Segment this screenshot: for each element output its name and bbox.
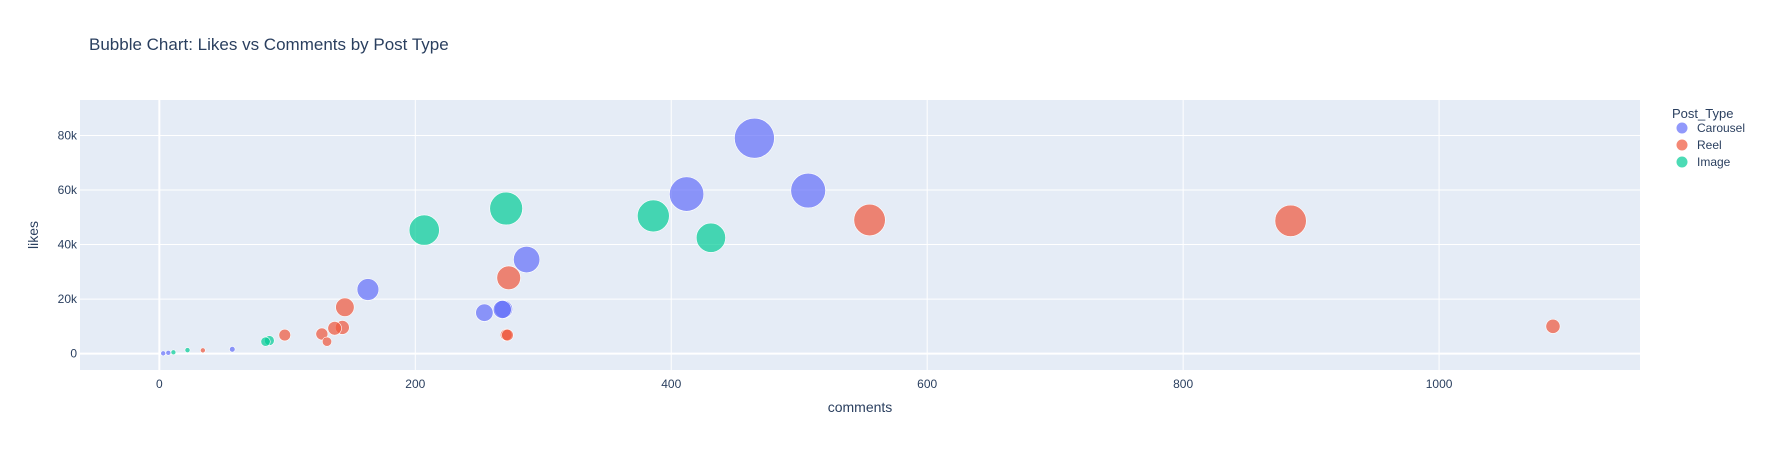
x-axis-title: comments (828, 399, 893, 415)
legend-marker-carousel[interactable] (1676, 122, 1688, 134)
bubble-image[interactable] (637, 199, 670, 233)
legend-label-image[interactable]: Image (1697, 155, 1731, 169)
y-tick-label: 0 (70, 347, 77, 361)
bubble-image[interactable] (408, 214, 440, 246)
bubble-carousel[interactable] (790, 172, 826, 209)
bubble-carousel[interactable] (734, 117, 775, 159)
bubble-image[interactable] (489, 191, 523, 226)
bubble-reel[interactable] (496, 265, 521, 290)
x-tick-label: 800 (1173, 377, 1193, 391)
bubble-reel[interactable] (1274, 204, 1307, 237)
bubble-image[interactable] (260, 336, 271, 347)
legend-marker-reel[interactable] (1676, 139, 1688, 151)
bubble-reel[interactable] (501, 328, 514, 342)
y-tick-label: 60k (58, 183, 78, 197)
x-tick-label: 600 (917, 377, 937, 391)
bubble-reel[interactable] (1545, 318, 1561, 334)
bubble-reel[interactable] (321, 336, 333, 347)
legend-label-carousel[interactable]: Carousel (1697, 121, 1745, 135)
data-points (160, 117, 1561, 357)
bubble-carousel[interactable] (669, 176, 705, 212)
legend-title: Post_Type (1672, 106, 1733, 121)
bubble-carousel[interactable] (160, 350, 166, 357)
axis-ticks: 0 200 400 600 800 1000 0 20k 40k 60k 80k (58, 128, 1453, 391)
bubble-image[interactable] (184, 347, 191, 353)
y-tick-label: 20k (58, 292, 78, 306)
bubble-reel[interactable] (200, 347, 206, 354)
plot-background (80, 100, 1640, 370)
bubble-carousel[interactable] (229, 346, 236, 353)
bubble-carousel[interactable] (492, 300, 512, 319)
grid-lines (80, 100, 1640, 370)
legend-marker-image[interactable] (1676, 156, 1688, 168)
x-tick-label: 400 (661, 377, 681, 391)
bubble-reel[interactable] (853, 203, 886, 237)
chart-title: Bubble Chart: Likes vs Comments by Post … (89, 35, 449, 54)
x-tick-label: 0 (156, 377, 163, 391)
legend-label-reel[interactable]: Reel (1697, 138, 1722, 152)
bubble-reel[interactable] (327, 321, 342, 336)
y-tick-label: 80k (58, 128, 78, 142)
x-tick-label: 1000 (1426, 377, 1453, 391)
bubble-reel[interactable] (315, 327, 329, 341)
bubble-image[interactable] (170, 349, 177, 356)
bubble-carousel[interactable] (475, 303, 494, 322)
bubble-carousel[interactable] (513, 246, 541, 274)
bubble-reel[interactable] (278, 328, 291, 342)
bubble-reel[interactable] (335, 297, 355, 317)
x-tick-label: 200 (405, 377, 425, 391)
y-tick-label: 40k (58, 238, 78, 252)
bubble-carousel[interactable] (356, 278, 380, 301)
legend: Post_Type Carousel Reel Image (1672, 106, 1745, 169)
bubble-carousel[interactable] (165, 350, 172, 356)
bubble-image[interactable] (695, 222, 726, 253)
y-axis-title: likes (25, 221, 41, 249)
